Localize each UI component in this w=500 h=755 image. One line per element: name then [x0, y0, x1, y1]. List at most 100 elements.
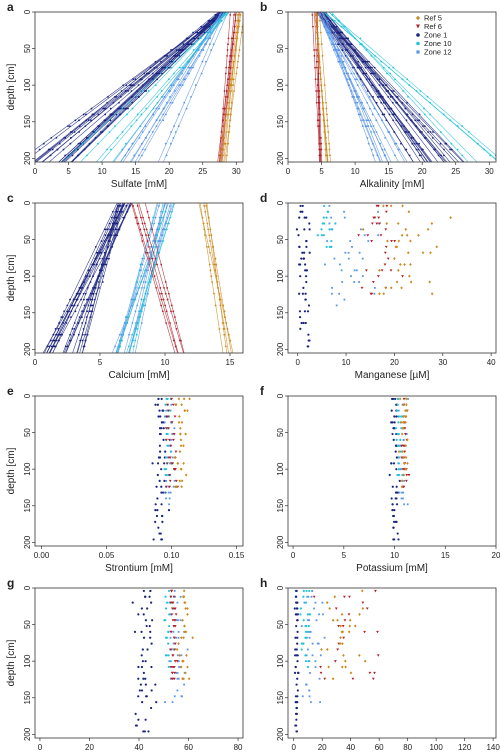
data-point	[144, 136, 147, 139]
y-tick-label: 150	[276, 691, 285, 705]
plot-frame	[287, 587, 497, 739]
data-point	[324, 263, 326, 266]
data-point	[75, 148, 77, 151]
profile-line	[221, 12, 240, 162]
data-point	[140, 298, 143, 301]
data-point	[185, 653, 188, 657]
data-point	[164, 456, 168, 459]
data-point	[154, 257, 157, 260]
data-point	[311, 25, 314, 28]
data-point	[406, 251, 410, 255]
data-point	[177, 677, 180, 680]
data-point	[188, 60, 191, 63]
data-point	[395, 415, 398, 418]
data-point	[239, 14, 242, 16]
data-point	[450, 142, 453, 145]
data-point	[311, 654, 314, 657]
y-tick-label: 150	[23, 306, 32, 320]
data-point	[395, 280, 399, 284]
data-point	[150, 689, 153, 692]
data-point	[106, 228, 109, 231]
data-point	[306, 630, 310, 634]
data-point	[392, 462, 396, 465]
data-point	[427, 131, 429, 133]
series-ref-5	[218, 12, 243, 162]
data-point	[326, 210, 329, 213]
plot-frame	[34, 587, 244, 739]
data-point	[154, 509, 157, 512]
y-tick-label: 0	[23, 393, 32, 398]
data-point	[172, 642, 175, 645]
data-point	[163, 228, 166, 231]
data-point	[294, 724, 297, 727]
data-point	[227, 78, 229, 81]
x-tick-label: 30	[232, 167, 241, 176]
x-tick-label: 10	[161, 358, 170, 367]
data-point	[296, 642, 299, 645]
data-point	[387, 131, 390, 133]
plot-frame	[287, 395, 497, 547]
data-point	[222, 14, 225, 16]
data-point	[370, 131, 373, 133]
data-point	[209, 269, 212, 272]
data-point	[163, 415, 166, 418]
data-point	[113, 216, 116, 219]
data-point	[115, 228, 118, 231]
data-point	[210, 275, 213, 278]
panel-letter: e	[7, 384, 14, 398]
data-point	[114, 228, 117, 231]
series-zone-1	[295, 204, 311, 348]
x-tick-label: 5	[319, 167, 324, 176]
data-point	[317, 43, 320, 46]
data-point	[316, 234, 319, 237]
data-point	[144, 718, 147, 721]
data-point	[90, 119, 92, 122]
data-point	[168, 485, 172, 489]
data-point	[327, 665, 331, 669]
data-point	[162, 228, 165, 231]
data-point	[170, 142, 172, 145]
data-point	[163, 468, 166, 471]
data-point	[177, 636, 180, 639]
data-point	[323, 636, 326, 639]
x-axis-label: Manganese [µM]	[355, 370, 430, 381]
data-point	[365, 269, 368, 272]
data-point	[419, 90, 422, 92]
data-point	[100, 263, 103, 266]
x-tick-label: 15	[441, 551, 450, 560]
data-point	[200, 72, 203, 75]
data-point	[295, 607, 298, 610]
data-point	[140, 322, 143, 324]
data-point	[136, 327, 139, 330]
data-point	[203, 205, 206, 207]
data-point	[182, 461, 185, 465]
data-point	[172, 310, 175, 313]
data-point	[170, 677, 174, 681]
data-point	[170, 310, 172, 313]
data-point	[170, 304, 173, 307]
data-point	[154, 234, 157, 237]
data-point	[406, 78, 409, 81]
data-point	[155, 119, 158, 122]
data-point	[345, 37, 348, 40]
data-point	[109, 240, 111, 242]
data-point	[145, 624, 148, 628]
data-point	[180, 485, 183, 489]
y-tick-label: 150	[276, 115, 285, 129]
data-point	[127, 90, 130, 92]
data-point	[319, 142, 322, 145]
data-point	[142, 613, 145, 616]
data-point	[347, 43, 350, 46]
data-point	[166, 415, 170, 418]
y-tick-label: 0	[276, 585, 285, 590]
series-zone-1	[316, 12, 465, 162]
data-point	[146, 648, 149, 651]
data-point	[327, 25, 329, 28]
data-point	[165, 601, 169, 604]
data-point	[172, 595, 176, 599]
data-point	[142, 677, 145, 680]
y-tick-label: 200	[276, 727, 285, 741]
data-point	[394, 78, 397, 81]
